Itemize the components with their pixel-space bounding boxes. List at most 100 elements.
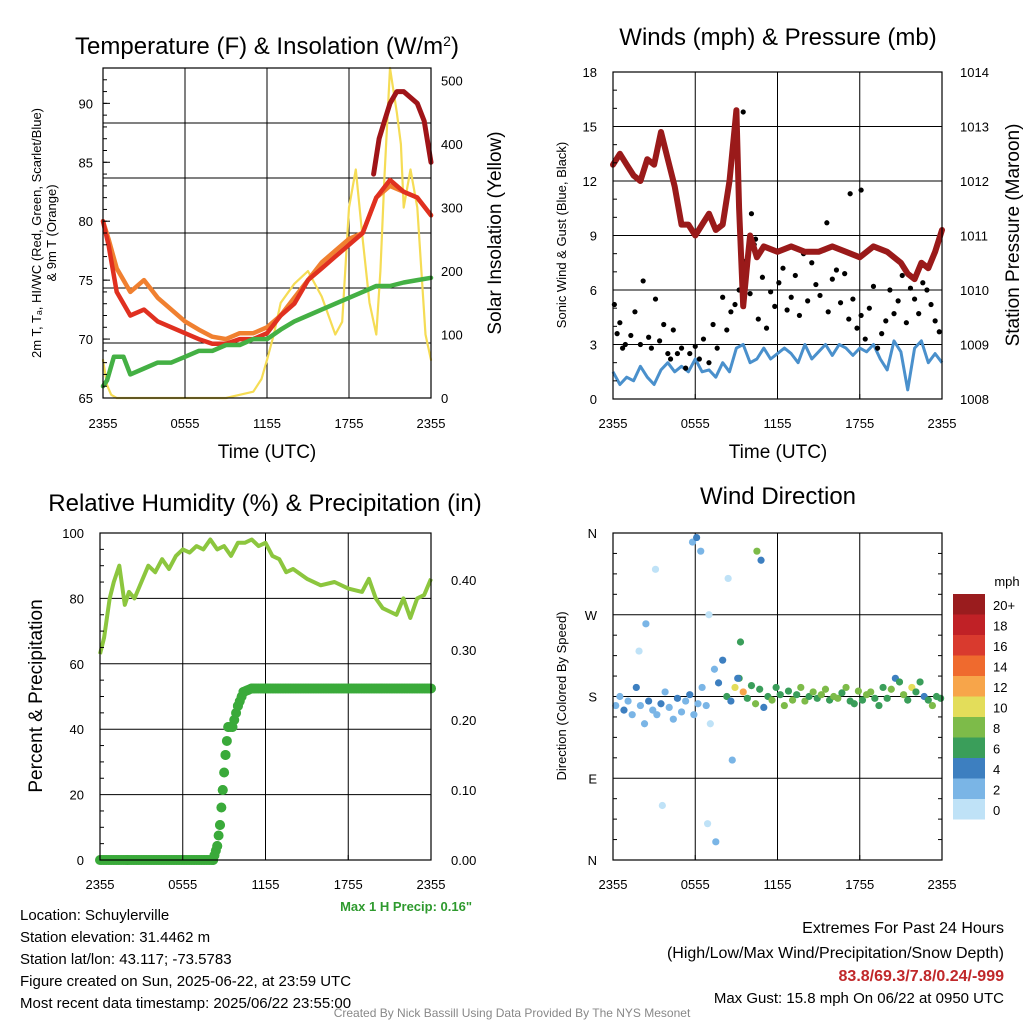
gust-point [813,281,819,288]
x-tick-label: 1755 [334,877,363,892]
legend-label: 8 [993,721,1000,736]
gust-point [776,280,782,286]
x-tick-label: 2355 [599,416,628,431]
gust-point [903,320,909,326]
gust-point [817,292,823,299]
legend-unit: mph [994,574,1019,589]
precip-point [220,749,231,760]
gust-point [920,280,926,286]
direction-point [768,696,776,704]
direction-point [734,674,742,682]
direction-point [636,701,645,710]
y-tick-label: 0 [590,392,597,407]
gust-point [870,283,877,289]
gust-point [670,327,676,333]
gust-point [657,338,663,344]
y-right-tick-label: 1012 [960,174,989,189]
direction-point [900,691,908,699]
recent-data-text: Most recent data timestamp: 2025/06/22 2… [20,995,352,1012]
direction-point [776,691,784,699]
gust-point [724,327,730,333]
gust-point [674,350,681,357]
gust-point [768,289,774,295]
legend-swatch [953,737,985,758]
direction-point [760,703,768,712]
y-tick-label: S [588,690,597,705]
y-tick-label: 18 [583,65,597,80]
direction-point [620,706,628,714]
gust-point [936,329,942,335]
gust-point [809,260,815,266]
gust-point [617,320,623,326]
direction-point [834,694,842,702]
y-tick-label: 6 [590,283,597,298]
x-tick-label: 0555 [168,877,197,892]
gust-point [887,287,893,293]
y-right-tick-label: 300 [441,201,463,216]
gust-point [792,272,798,279]
y-right-tick-label: 0.40 [451,573,476,588]
direction-point [809,688,817,696]
y-tick-label: N [588,853,597,868]
legend-label: 4 [993,762,1000,777]
gust-point [858,312,864,319]
direction-point [640,720,649,728]
y-right-tick-label: 0.20 [451,713,476,728]
direction-point [651,565,660,573]
x-tick-label: 1755 [845,416,874,431]
legend-swatch [953,655,985,676]
legend-label: 2 [993,783,1000,798]
precip-point [212,840,223,851]
gust-point [825,309,831,315]
legend-swatch [953,696,985,717]
direction-point [706,720,714,728]
gust-point [706,360,712,366]
y-right-tick-label: 1008 [960,392,989,407]
y-axis-label-line: & 9m T (Orange) [44,184,59,281]
legend-label: 12 [993,680,1007,695]
y-tick-label: 80 [79,214,93,229]
direction-point [682,697,690,705]
y-right-tick-label: 1009 [960,338,989,353]
gust-point [748,211,755,217]
direction-point [780,701,788,710]
y-tick-label: 65 [79,391,93,406]
gust-point [732,301,738,308]
temp-chart-title: Temperature (F) & Insolation (W/m2) [75,33,459,60]
y-tick-label: 80 [70,591,84,606]
location-text: Location: Schuylerville [20,907,170,924]
direction-chart-title: Wind Direction [700,483,856,510]
gust-point [858,187,864,193]
direction-point [673,694,682,702]
direction-point [703,820,712,828]
direction-point [642,620,650,628]
gust-point [928,301,934,308]
direction-point [793,691,801,699]
direction-point [924,696,932,704]
direction-point [686,691,694,699]
y-tick-label: 100 [62,526,84,541]
gust-point [755,316,761,322]
y-tick-label: 9 [590,229,597,244]
gust-point [652,296,659,302]
created-text: Figure created on Sun, 2025-06-22, at 23… [20,973,352,990]
gust-point [622,341,628,348]
gust-point [784,307,790,313]
direction-point [635,647,643,655]
legend-swatch [953,676,985,697]
direction-point [753,547,761,555]
gust-point [628,332,634,339]
max-precip-annotation: Max 1 H Precip: 0.16" [340,899,472,914]
direction-point [788,696,797,704]
x-tick-label: 1155 [252,877,280,892]
direction-point [624,697,632,705]
y-tick-label: 90 [79,96,93,111]
x-tick-label: 2355 [417,416,446,431]
extremes-panel: Extremes For Past 24 Hours (High/Low/Max… [667,916,1004,1010]
x-tick-label: 1755 [845,877,874,892]
y-axis-label: Percent & Precipitation [26,599,47,792]
direction-point [653,711,661,719]
direction-point [665,703,673,712]
direction-point [693,533,701,542]
